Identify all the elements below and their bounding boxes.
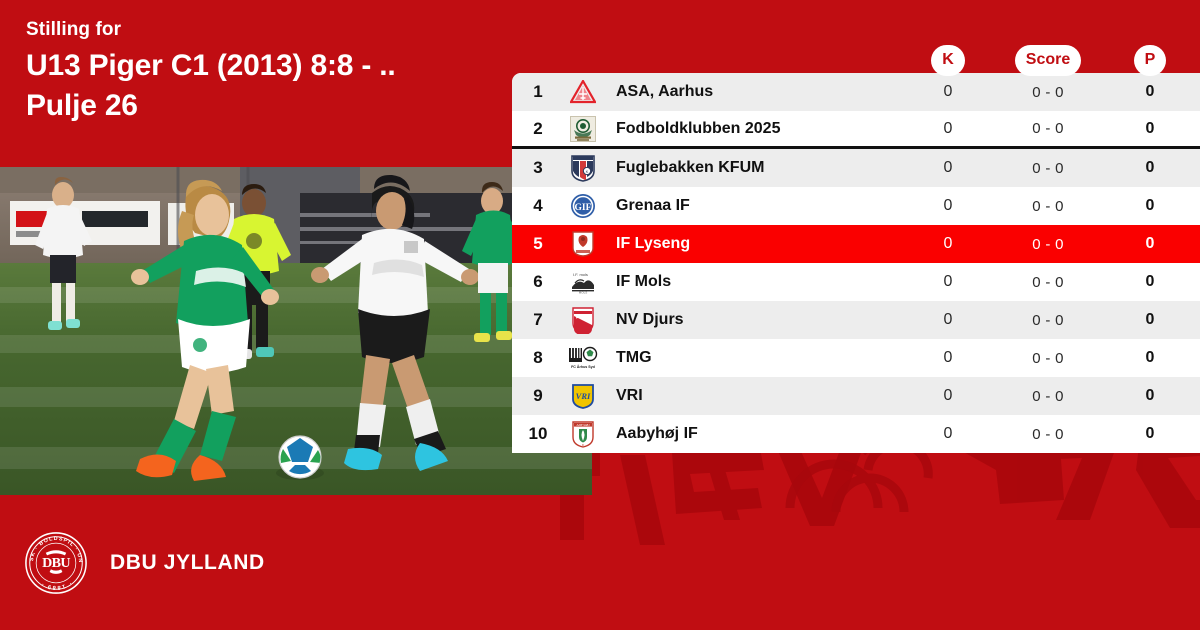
row-rank: 9	[533, 386, 543, 405]
page-title-line-1: U13 Piger C1 (2013) 8:8 - ..	[26, 49, 396, 82]
table-row[interactable]: 10 AABYHØJ IF Aabyhøj IF 0 0 - 0 0	[512, 415, 1200, 453]
row-rank: 8	[533, 348, 543, 367]
row-matches-played: 0	[943, 235, 953, 252]
column-header-score-pill[interactable]: Score	[1014, 44, 1082, 76]
row-team-name: VRI	[616, 387, 643, 404]
svg-text:· 1889 ·: · 1889 ·	[40, 579, 73, 589]
row-rank: 10	[528, 424, 548, 443]
row-goal-score: 0 - 0	[1032, 120, 1064, 137]
row-rank: 3	[533, 158, 543, 177]
if-mols-crest: I.F. mols MOLS	[564, 268, 602, 296]
row-team-name: IF Mols	[616, 273, 672, 290]
row-points: 0	[1145, 83, 1155, 100]
row-points: 0	[1145, 311, 1155, 328]
brand-name: DBU JYLLAND	[110, 550, 265, 574]
svg-text:I.F. mols: I.F. mols	[573, 272, 588, 277]
svg-text:MOLS: MOLS	[579, 290, 588, 294]
row-rank: 2	[533, 118, 543, 138]
row-goal-score: 0 - 0	[1032, 349, 1064, 367]
nv-djurs-crest	[564, 306, 602, 334]
row-goal-score: 0 - 0	[1032, 159, 1064, 177]
row-points: 0	[1145, 119, 1155, 137]
row-team-name: Grenaa IF	[616, 197, 690, 214]
row-team-name: Aabyhøj IF	[616, 425, 698, 442]
row-points: 0	[1145, 273, 1155, 290]
row-matches-played: 0	[943, 119, 953, 137]
row-matches-played: 0	[943, 197, 953, 214]
row-rank: 1	[533, 82, 543, 101]
fuglebakken-kfum-crest: K	[564, 154, 602, 182]
table-column-headers: K Score P	[512, 44, 1200, 76]
row-team-name: Fodboldklubben 2025	[616, 119, 781, 137]
grenaa-if-crest: GIF	[564, 192, 602, 220]
header-cell-p: P	[1100, 44, 1200, 76]
svg-text:DBU: DBU	[42, 554, 70, 570]
row-matches-played: 0	[943, 273, 953, 290]
row-matches-played: 0	[943, 159, 953, 176]
row-goal-score: 0 - 0	[1032, 387, 1064, 405]
row-team-name: Fuglebakken KFUM	[616, 159, 765, 176]
page-title-line-2: Pulje 26	[26, 89, 138, 122]
column-header-p-pill[interactable]: P	[1133, 44, 1167, 76]
row-points: 0	[1145, 197, 1155, 214]
dbu-logo-icon: DANSK · BOLDSPIL · UNION · 1889 · DBU	[24, 531, 87, 594]
table-row[interactable]: 5 IF Lyseng 0 0 - 0 0	[512, 225, 1200, 263]
row-goal-score: 0 - 0	[1032, 425, 1064, 443]
row-goal-score: 0 - 0	[1032, 197, 1064, 215]
row-goal-score: 0 - 0	[1032, 311, 1064, 329]
row-matches-played: 0	[943, 83, 953, 100]
tmg-fc-aarhus-syd-crest: FC Århus Syd	[564, 344, 602, 372]
row-goal-score: 0 - 0	[1032, 273, 1064, 291]
row-matches-played: 0	[943, 425, 953, 442]
row-matches-played: 0	[943, 387, 953, 404]
row-matches-played: 0	[943, 311, 953, 328]
table-row[interactable]: 7 NV Djurs 0 0 - 0 0	[512, 301, 1200, 339]
table-row[interactable]: 9 VRI VRI 0 0 - 0 0	[512, 377, 1200, 415]
row-team-name: ASA, Aarhus	[616, 83, 714, 100]
kicker-label: Stilling for	[26, 19, 122, 40]
row-rank: 4	[533, 196, 543, 215]
row-matches-played: 0	[943, 349, 953, 366]
row-team-name: IF Lyseng	[616, 235, 691, 252]
row-points: 0	[1145, 387, 1155, 404]
row-rank: 7	[533, 310, 543, 329]
fodboldklubben-2025-crest	[564, 115, 602, 143]
table-row[interactable]: 4 GIF Grenaa IF 0 0 - 0 0	[512, 187, 1200, 225]
asa-aarhus-crest	[564, 78, 602, 106]
header-text-block: Stilling for U13 Piger C1 (2013) 8:8 - .…	[26, 18, 496, 126]
row-points: 0	[1145, 159, 1155, 176]
row-team-name: NV Djurs	[616, 311, 684, 328]
row-points: 0	[1145, 425, 1155, 442]
table-row[interactable]: 2 Fodboldklubben 2025 0 0 - 0 0	[512, 111, 1200, 149]
table-row[interactable]: 3 K Fuglebakken KFUM 0 0 - 0 0	[512, 149, 1200, 187]
aabyhoj-if-crest: AABYHØJ IF	[564, 420, 602, 448]
vri-crest: VRI	[564, 382, 602, 410]
row-rank: 5	[533, 234, 543, 253]
svg-text:AABYHØJ: AABYHØJ	[576, 423, 590, 427]
svg-text:GIF: GIF	[575, 203, 592, 213]
row-goal-score: 0 - 0	[1032, 235, 1064, 253]
header-cell-k: K	[900, 44, 996, 76]
table-row[interactable]: 1 ASA, Aarhus 0 0 - 0 0	[512, 73, 1200, 111]
svg-text:IF: IF	[582, 443, 585, 447]
table-row[interactable]: 6 I.F. mols MOLS IF Mols 0 0 - 0 0	[512, 263, 1200, 301]
column-header-k-pill[interactable]: K	[931, 44, 965, 76]
svg-text:K: K	[586, 169, 589, 174]
svg-text:VRI: VRI	[576, 391, 591, 401]
footer-bar: DANSK · BOLDSPIL · UNION · 1889 · DBU DB…	[0, 495, 1200, 630]
svg-text:FC Århus Syd: FC Århus Syd	[571, 364, 595, 369]
table-row[interactable]: 8 FC Århus Syd TMG 0 0 - 0 0	[512, 339, 1200, 377]
header-cell-score: Score	[996, 44, 1100, 76]
row-team-name: TMG	[616, 349, 652, 366]
row-goal-score: 0 - 0	[1032, 83, 1064, 101]
if-lyseng-crest	[564, 230, 602, 258]
row-rank: 6	[533, 272, 543, 291]
row-points: 0	[1145, 349, 1155, 366]
match-photo	[0, 167, 592, 495]
row-points: 0	[1145, 235, 1155, 252]
